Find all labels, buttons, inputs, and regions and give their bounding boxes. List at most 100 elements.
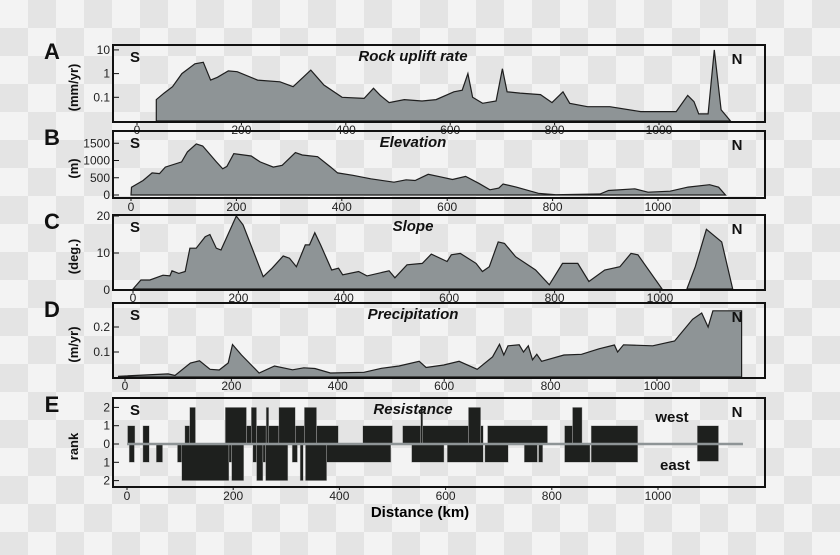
panel-c-letter: C — [44, 209, 60, 234]
west-bar — [225, 407, 247, 445]
west-bar — [295, 425, 305, 445]
x-tick-label: 800 — [543, 200, 563, 214]
x-axis-label: Distance (km) — [371, 504, 469, 521]
panel-e-ylabel: rank — [66, 432, 81, 460]
east-bar — [128, 443, 135, 463]
south-label: S — [130, 135, 140, 152]
east-bar — [411, 443, 445, 463]
y-tick-label: 2 — [103, 474, 110, 488]
x-tick-label: 1000 — [644, 379, 671, 393]
east-bar — [156, 443, 163, 463]
panel-d-area — [118, 310, 743, 378]
west-bar — [572, 407, 583, 445]
panel-a-area — [155, 49, 732, 122]
y-tick-label: 1 — [103, 67, 110, 81]
panel-a-ylabel: (mm/yr) — [66, 64, 81, 112]
west-bar — [265, 407, 269, 445]
panel-d-frame — [112, 302, 766, 379]
east-bar — [538, 443, 543, 463]
x-tick-label: 600 — [437, 200, 457, 214]
panel-b-title: Elevation — [380, 134, 447, 151]
west-bar — [564, 425, 573, 445]
north-label: N — [732, 137, 743, 154]
west-bar — [189, 407, 196, 445]
x-tick-label: 200 — [226, 200, 246, 214]
panel-a-letter: A — [44, 39, 60, 64]
east-bar — [299, 443, 304, 481]
east-bar — [590, 443, 639, 463]
west-bar — [422, 425, 469, 445]
west-bar — [304, 407, 317, 445]
north-label: N — [732, 309, 743, 326]
panel-a-frame — [112, 44, 766, 123]
east-bar — [262, 443, 266, 463]
x-tick-label: 0 — [124, 489, 131, 503]
west-bar — [480, 425, 484, 445]
y-tick-label: 0 — [103, 188, 110, 202]
west-bar — [362, 425, 393, 445]
x-tick-label: 200 — [221, 379, 241, 393]
east-bar — [291, 443, 298, 463]
west-bar — [142, 425, 150, 445]
west-bar — [184, 425, 190, 445]
y-tick-label: 20 — [97, 209, 111, 223]
y-tick-label: 10 — [97, 43, 111, 57]
east-bar — [142, 443, 150, 463]
x-tick-label: 400 — [334, 291, 354, 305]
y-tick-label: 10 — [97, 246, 111, 260]
y-tick-label: 1500 — [83, 136, 110, 150]
east-bar — [484, 443, 509, 463]
south-label: S — [130, 402, 140, 419]
west-bar — [251, 407, 257, 445]
panel-b-ylabel: (m) — [66, 158, 81, 178]
panel-e-frame — [112, 397, 766, 488]
west-label: west — [654, 409, 688, 426]
y-tick-label: 0.1 — [93, 345, 110, 359]
panel-d-letter: D — [44, 297, 60, 322]
west-bar — [268, 425, 280, 445]
east-bar — [252, 443, 257, 463]
y-tick-label: 2 — [103, 400, 110, 414]
east-bar — [564, 443, 591, 463]
panel-d-title: Precipitation — [368, 306, 459, 323]
east-bar — [256, 443, 264, 481]
x-tick-label: 0 — [128, 200, 135, 214]
west-bar — [468, 407, 481, 445]
y-tick-label: 0 — [103, 283, 110, 297]
north-label: N — [732, 404, 743, 421]
y-tick-label: 0.2 — [93, 320, 110, 334]
x-tick-label: 400 — [328, 379, 348, 393]
panel-a-title: Rock uplift rate — [358, 48, 467, 65]
west-bar — [590, 425, 639, 445]
panel-c-title: Slope — [393, 218, 434, 235]
west-bar — [402, 425, 421, 445]
east-bar — [697, 443, 719, 462]
east-bar — [231, 443, 245, 481]
east-bar — [181, 443, 230, 481]
y-tick-label: 1 — [103, 419, 110, 433]
east-label: east — [660, 457, 690, 474]
x-tick-label: 600 — [439, 291, 459, 305]
west-bar — [487, 425, 548, 445]
x-tick-label: 1000 — [645, 200, 672, 214]
east-bar — [446, 443, 484, 463]
west-bar — [127, 425, 136, 445]
west-bar — [278, 407, 296, 445]
x-tick-label: 400 — [329, 489, 349, 503]
panel-b-letter: B — [44, 125, 60, 150]
x-tick-label: 800 — [542, 489, 562, 503]
y-tick-label: 1000 — [83, 154, 110, 168]
y-tick-label: 500 — [90, 171, 110, 185]
panel-c-area-north — [686, 228, 734, 290]
x-tick-label: 800 — [541, 379, 561, 393]
panel-e-title: Resistance — [373, 401, 452, 418]
x-tick-label: 1000 — [647, 291, 674, 305]
east-bar — [305, 443, 327, 481]
east-bar — [228, 443, 232, 463]
north-label: N — [732, 221, 743, 238]
y-tick-label: 0.1 — [93, 90, 110, 104]
west-bar — [697, 425, 719, 445]
panel-b-area — [130, 143, 727, 196]
south-label: S — [130, 219, 140, 236]
